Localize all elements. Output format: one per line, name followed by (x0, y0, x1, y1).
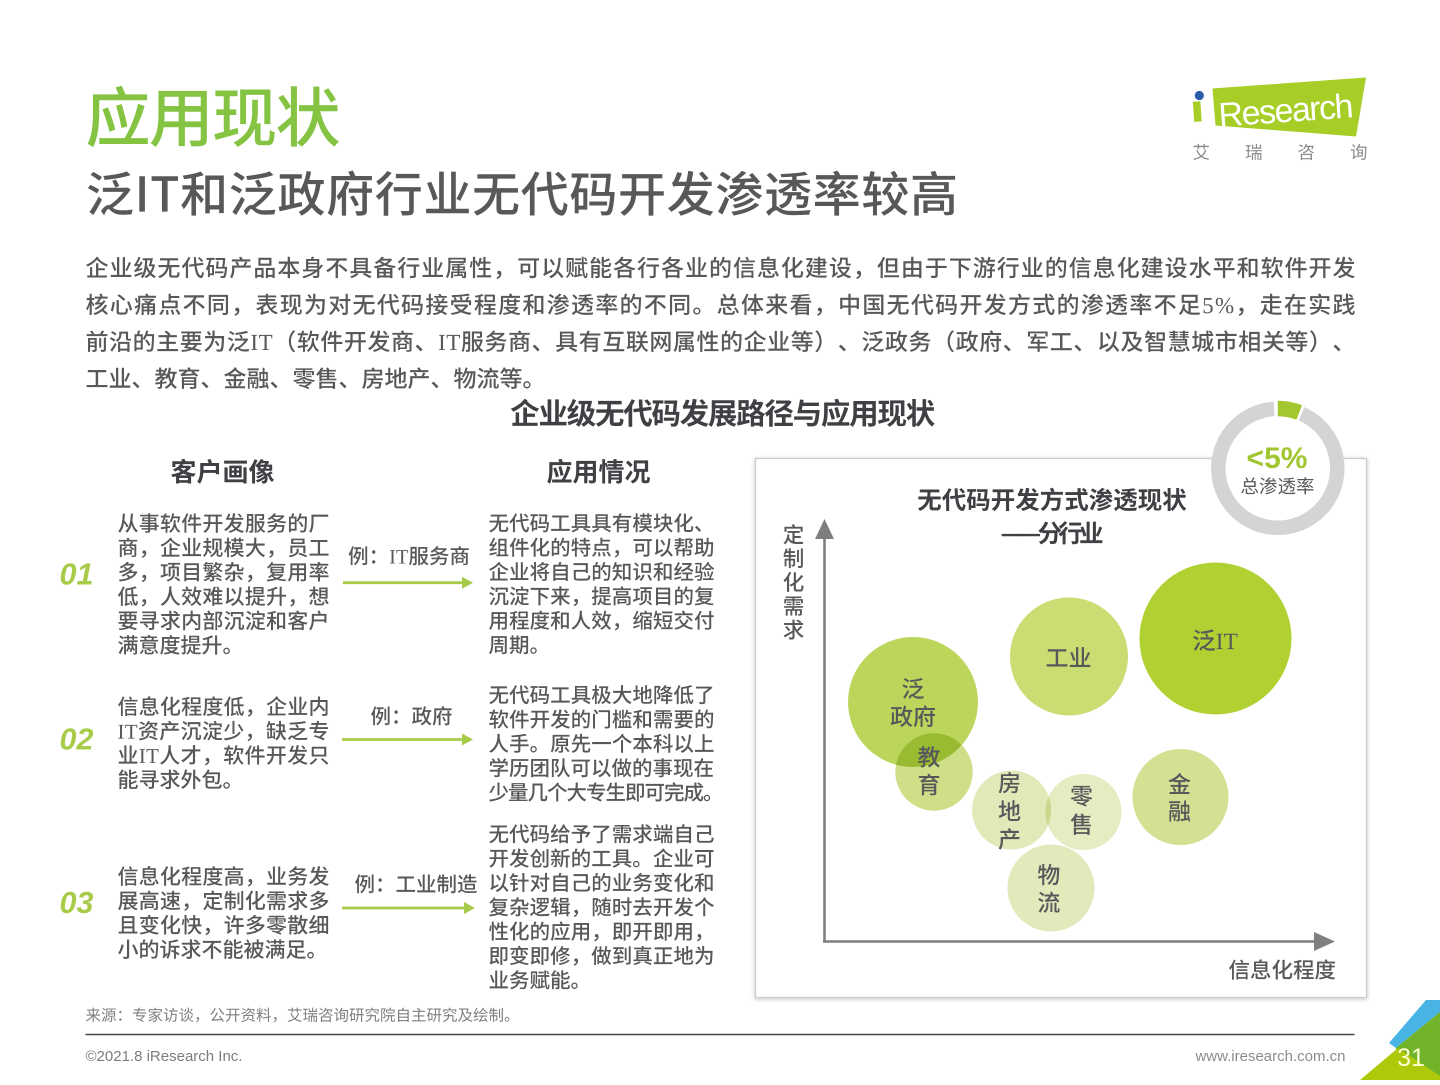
svg-text:www.iresearch.com.cn: www.iresearch.com.cn (1194, 1048, 1345, 1065)
svg-text:03: 03 (60, 886, 94, 920)
svg-text:©2021.8 iResearch Inc.: ©2021.8 iResearch Inc. (86, 1048, 243, 1065)
svg-text:02: 02 (60, 722, 94, 756)
svg-text:31: 31 (1397, 1044, 1425, 1072)
svg-text:Research: Research (1217, 87, 1353, 134)
svg-text:01: 01 (60, 557, 94, 591)
svg-text:<5%: <5% (1247, 442, 1308, 475)
